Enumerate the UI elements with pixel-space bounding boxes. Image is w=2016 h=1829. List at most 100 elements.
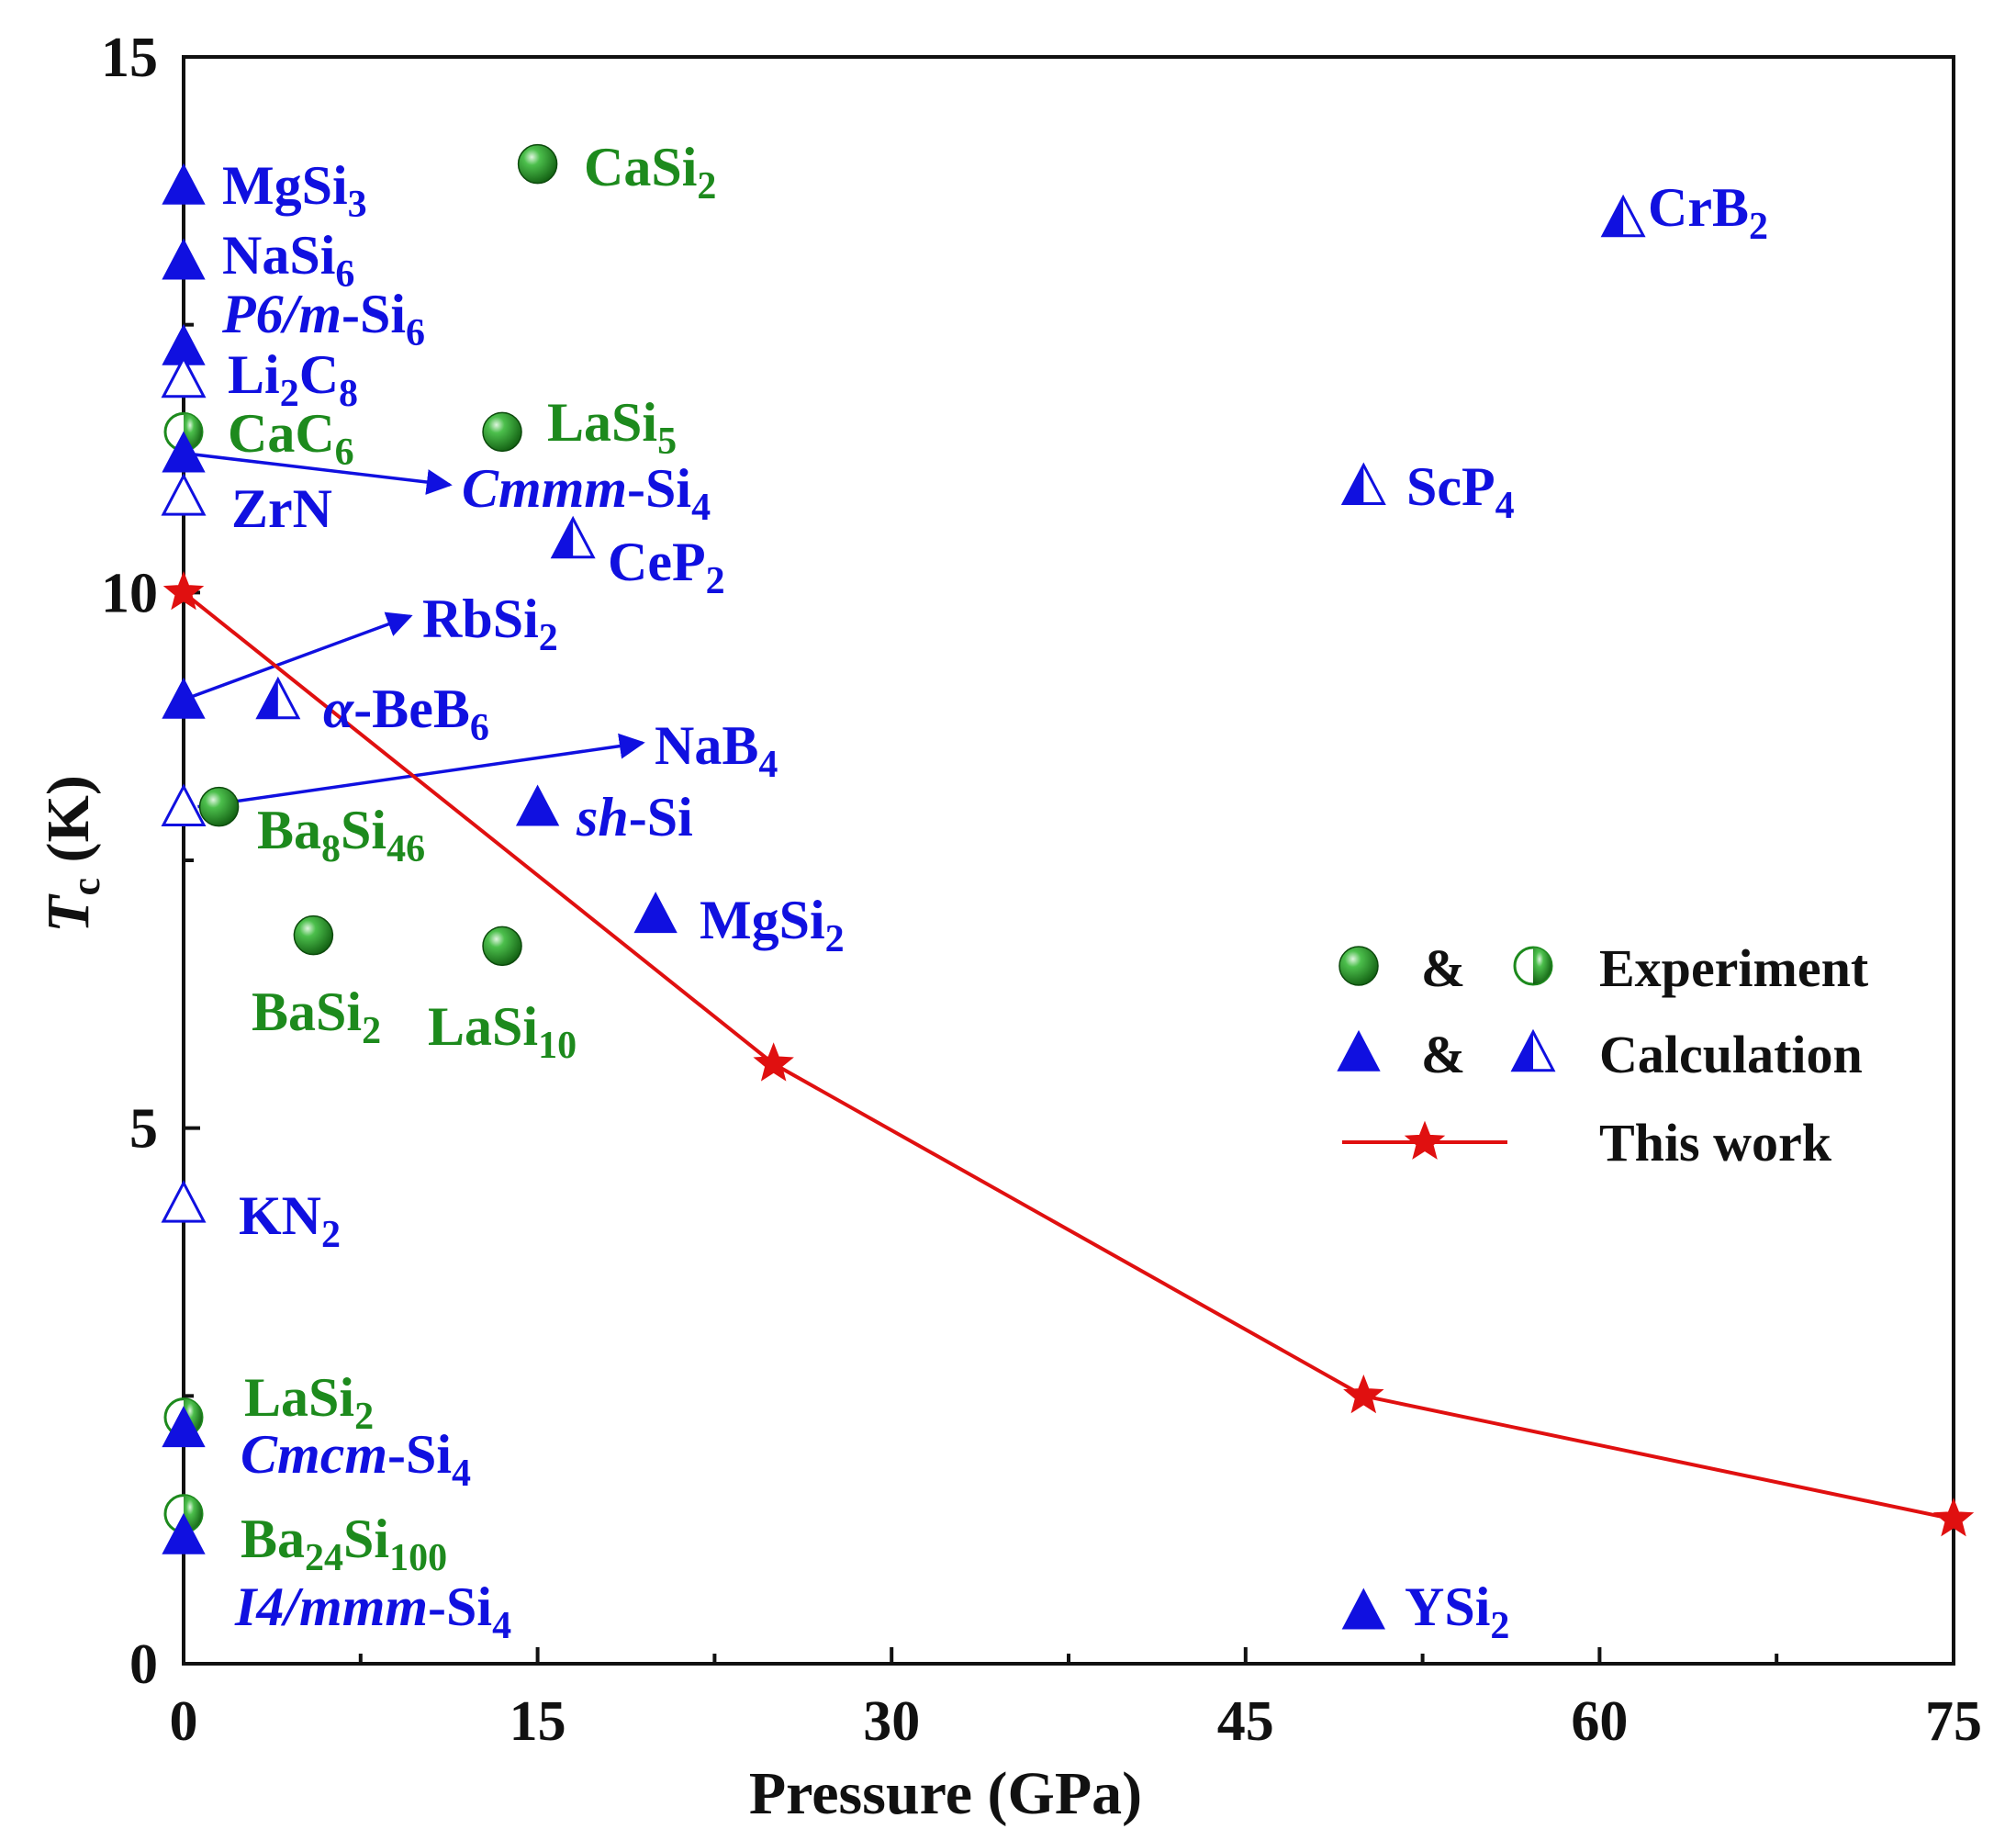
label-run: 4 — [1495, 485, 1515, 527]
data-point-marker — [162, 431, 206, 473]
data-point-label: LaSi5 — [547, 392, 677, 463]
label-run: BaSi — [252, 982, 362, 1042]
label-run: RbSi — [422, 589, 539, 649]
label-run: 24 — [305, 1537, 343, 1579]
data-point-label: sh-Si — [576, 787, 693, 847]
label-run: 8 — [321, 828, 341, 870]
label-run: ScP — [1406, 456, 1495, 517]
label-run: 6 — [335, 432, 354, 474]
triangle-half-fill — [1343, 465, 1364, 504]
star-marker — [753, 1042, 794, 1082]
data-point-marker — [515, 784, 560, 826]
data-point-label: CrB2 — [1648, 177, 1768, 248]
label-run: LaSi — [547, 392, 657, 453]
label-run: P6/m — [221, 284, 342, 344]
this-work-star — [1932, 1498, 1975, 1537]
label-run: 4 — [492, 1605, 511, 1647]
label-run: YSi — [1405, 1577, 1490, 1637]
triangle-half-fill — [1603, 197, 1624, 236]
sphere-marker — [482, 411, 522, 453]
y-axis-title-unit: (K) — [35, 775, 102, 878]
x-tick-label: 75 — [1925, 1690, 1982, 1753]
data-point-marker — [550, 515, 596, 559]
legend-ampersand: & — [1421, 1025, 1465, 1084]
label-run: Li — [228, 344, 280, 405]
data-point-label: MgSi2 — [700, 890, 845, 960]
label-run: 2 — [321, 1214, 341, 1256]
triangle-filled — [1337, 1029, 1381, 1072]
data-point-labels: MgSi3NaSi6P6/m-Si6Li2C8CaC6Cmmm-Si4ZrNRb… — [221, 137, 1768, 1647]
legend-item: & Experiment — [1338, 938, 1869, 998]
annotation-arrow — [183, 451, 453, 495]
x-tick-label: 15 — [510, 1690, 566, 1753]
label-run: Cmmm — [462, 458, 627, 519]
label-run: 3 — [348, 184, 367, 226]
data-point-label: Cmmm-Si4 — [462, 458, 711, 529]
label-run: 2 — [697, 165, 716, 208]
label-run: 4 — [691, 487, 711, 529]
legend-label: Calculation — [1599, 1025, 1863, 1084]
data-point-marker — [161, 783, 207, 826]
this-work-star — [1343, 1374, 1384, 1414]
label-run: -Si — [387, 1424, 452, 1485]
label-run: CaSi — [584, 137, 697, 197]
this-work-star — [162, 570, 205, 611]
sphere-marker — [482, 926, 522, 967]
triangle-open — [161, 473, 207, 516]
annotation-arrows — [183, 451, 645, 809]
y-tick-label: 15 — [101, 27, 158, 89]
data-point-marker — [162, 677, 206, 719]
data-point-label: RbSi2 — [422, 589, 558, 659]
data-point-marker — [1600, 194, 1646, 238]
triangle-filled — [162, 1406, 206, 1448]
label-run: 2 — [539, 617, 558, 659]
triangle-filled — [633, 892, 678, 934]
data-point-label: Ba8Si46 — [257, 800, 425, 870]
label-run: I4/mmm — [234, 1577, 428, 1637]
star-marker — [1343, 1374, 1384, 1414]
label-run: Ba — [257, 800, 321, 860]
label-run: Si — [343, 1509, 389, 1569]
data-point-label: CeP2 — [608, 532, 725, 602]
label-run: KN — [239, 1185, 321, 1246]
data-point-label: CaC6 — [228, 403, 354, 474]
label-run: 5 — [657, 421, 677, 463]
label-run: NaSi — [222, 225, 335, 286]
this-work-star — [753, 1042, 794, 1082]
label-run: CaC — [228, 403, 335, 464]
sphere-marker — [517, 143, 558, 185]
data-point-label: CaSi2 — [584, 137, 716, 208]
label-run: Ba — [241, 1509, 305, 1569]
data-point-marker — [162, 163, 206, 205]
label-run: NaB — [655, 715, 758, 776]
label-run: 2 — [354, 1396, 374, 1438]
label-run: C — [299, 344, 339, 405]
triangle-filled — [515, 784, 560, 826]
label-run: Cmcm — [241, 1424, 387, 1485]
legend-ampersand: & — [1421, 938, 1465, 998]
x-tick-label: 60 — [1571, 1690, 1628, 1753]
label-run: -BeB — [353, 679, 470, 739]
annotation-arrow — [183, 612, 413, 701]
label-run: -Si — [627, 458, 691, 519]
data-point-label: LaSi10 — [428, 996, 577, 1067]
data-point-label: MgSi3 — [222, 155, 367, 226]
y-tick-label: 10 — [101, 562, 158, 624]
x-axis-title: Pressure (GPa) — [749, 1760, 1142, 1827]
data-point-marker — [1341, 1588, 1385, 1630]
y-tick-label: 0 — [129, 1633, 158, 1696]
data-point-marker — [482, 926, 522, 967]
data-point-label: ZrN — [231, 478, 332, 539]
label-run: 6 — [406, 312, 425, 354]
legend-marker — [1510, 1028, 1556, 1072]
data-point-marker — [161, 1180, 207, 1223]
data-point-label: NaB4 — [655, 715, 778, 786]
star-marker — [1404, 1120, 1446, 1160]
this-work-line — [182, 590, 1954, 1521]
triangle-filled — [162, 163, 206, 205]
label-run: 100 — [389, 1537, 447, 1579]
triangle-half-fill — [1513, 1032, 1533, 1071]
y-axis-title: Tc (K) — [35, 775, 108, 933]
data-point-marker — [517, 143, 558, 185]
